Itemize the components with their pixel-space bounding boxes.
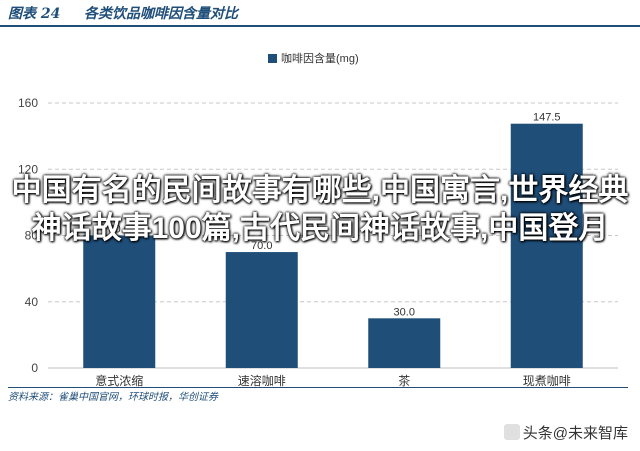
figure-label: 图表 24: [8, 6, 61, 22]
legend-label: 咖啡因含量(mg): [281, 53, 359, 65]
y-tick-label: 80: [25, 229, 39, 243]
watermark-text: 头条@未来智库: [522, 425, 628, 442]
x-tick-label: 意式浓缩: [95, 373, 143, 388]
bar: [83, 235, 156, 368]
bar: [368, 318, 441, 368]
figure-header: 图表 24 各类饮品咖啡因含量对比: [0, 0, 640, 27]
bar: [510, 123, 583, 368]
y-tick-label: 0: [31, 361, 38, 375]
y-tick-label: 120: [18, 162, 38, 176]
x-tick-label: 速溶咖啡: [238, 373, 286, 388]
overlay-caption: 中国有名的民间故事有哪些,中国寓言,世界经典神话故事100篇,古代民间神话故事,…: [11, 174, 629, 245]
source-note: 资料来源：雀巢中国官网，环球时报，华创证券: [8, 392, 218, 403]
data-label: 70.0: [251, 240, 272, 252]
source-rule: [8, 387, 628, 388]
watermark: 头条@未来智库: [503, 422, 628, 443]
bar: [225, 252, 298, 368]
figure-title: 各类饮品咖啡因含量对比: [84, 6, 238, 22]
bar-chart: 0 40 80 120 160 80.0 70.0 30.0 147.5 意式浓缩 速溶咖啡 茶 现…: [18, 96, 618, 388]
header-rule: [0, 25, 640, 27]
chart-legend: 咖啡因含量(mg): [268, 50, 359, 66]
data-label: 30.0: [394, 306, 415, 318]
x-tick-label: 茶: [398, 373, 410, 388]
data-label: 147.5: [533, 112, 561, 124]
legend-swatch: [268, 53, 277, 63]
data-label: 80.0: [109, 224, 130, 236]
y-tick-label: 160: [18, 96, 38, 110]
watermark-logo-icon: [503, 424, 520, 440]
y-tick-label: 40: [25, 295, 39, 309]
x-tick-label: 现煮咖啡: [523, 373, 571, 388]
